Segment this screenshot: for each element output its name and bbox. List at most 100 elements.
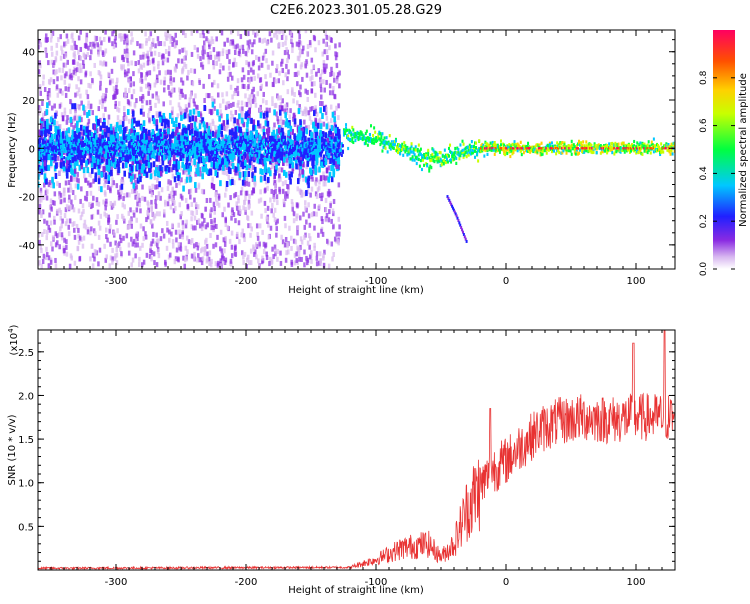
noise-speckle (214, 261, 218, 267)
trace-cell (145, 144, 148, 148)
noise-speckle (98, 99, 102, 105)
trace-cell (90, 148, 93, 152)
noise-speckle (141, 43, 144, 49)
noise-band-cell (299, 160, 302, 167)
noise-speckle (65, 204, 69, 210)
noise-band-cell (82, 156, 86, 163)
noise-band-cell (86, 130, 89, 137)
noise-speckle (75, 223, 79, 229)
noise-band-cell (44, 156, 48, 163)
noise-speckle (283, 191, 287, 197)
noise-speckle (321, 101, 324, 107)
noise-speckle (288, 225, 291, 231)
noise-speckle (64, 207, 68, 213)
trace-cell (45, 148, 48, 153)
noise-speckle (311, 75, 314, 81)
noise-speckle (97, 261, 100, 267)
noise-speckle (230, 30, 233, 34)
noise-speckle (304, 30, 308, 34)
noise-speckle (234, 44, 237, 50)
noise-speckle (52, 79, 56, 85)
noise-speckle (271, 60, 274, 66)
noise-speckle (307, 213, 311, 219)
noise-speckle (218, 69, 222, 75)
noise-band-cell (107, 158, 110, 165)
noise-band-cell (227, 166, 231, 173)
noise-band-cell (245, 156, 249, 163)
noise-band-cell (229, 179, 233, 186)
trace-cell (68, 153, 71, 158)
noise-band-cell (266, 133, 270, 140)
noise-speckle (249, 260, 253, 266)
noise-speckle (338, 224, 341, 230)
noise-speckle (104, 106, 107, 112)
noise-speckle (225, 101, 229, 107)
noise-band-cell (86, 158, 90, 165)
noise-speckle (273, 244, 277, 250)
noise-speckle (305, 72, 309, 78)
noise-speckle (127, 61, 130, 67)
noise-speckle (148, 99, 152, 105)
noise-speckle (253, 75, 256, 81)
noise-band-cell (201, 117, 204, 124)
trace-cell (112, 144, 115, 148)
trace-cell (241, 155, 244, 160)
noise-band-cell (177, 163, 181, 170)
noise-band-cell (298, 133, 302, 140)
noise-band-cell (194, 182, 197, 189)
trace-cell (119, 145, 122, 149)
trace-cell (108, 148, 111, 152)
trace-cell (49, 146, 52, 150)
noise-band-cell (260, 153, 263, 160)
noise-speckle (78, 235, 82, 241)
noise-speckle (75, 115, 78, 121)
noise-speckle (124, 87, 127, 93)
noise-speckle (139, 223, 143, 229)
noise-speckle (194, 225, 197, 231)
trace-cell (214, 142, 216, 146)
noise-speckle (180, 177, 183, 183)
noise-band-cell (265, 111, 269, 118)
noise-band-cell (298, 126, 301, 133)
noise-speckle (101, 50, 105, 56)
noise-band-cell (104, 149, 107, 156)
noise-speckle (110, 166, 114, 172)
noise-speckle (324, 110, 328, 116)
noise-speckle (279, 250, 282, 256)
noise-speckle (319, 79, 322, 85)
trace-cell (115, 138, 118, 142)
noise-speckle (114, 42, 118, 48)
noise-speckle (245, 181, 248, 187)
noise-speckle (300, 62, 304, 68)
noise-band-cell (90, 136, 94, 143)
noise-speckle (92, 195, 95, 201)
noise-band-cell (280, 132, 283, 139)
trace-cell (223, 141, 226, 145)
noise-speckle (226, 53, 229, 59)
noise-speckle (266, 64, 270, 70)
noise-band-cell (80, 159, 83, 166)
noise-speckle (252, 246, 256, 252)
noise-speckle (99, 162, 102, 168)
noise-speckle (189, 157, 193, 163)
noise-speckle (278, 186, 281, 192)
noise-band-cell (280, 148, 284, 155)
noise-speckle (150, 199, 153, 205)
noise-speckle (315, 177, 318, 183)
noise-speckle (157, 98, 161, 104)
noise-speckle (296, 213, 299, 219)
noise-band-cell (233, 131, 236, 138)
noise-band-cell (128, 172, 131, 179)
noise-speckle (87, 45, 90, 51)
noise-band-cell (294, 159, 298, 166)
noise-speckle (166, 186, 170, 192)
noise-speckle (53, 191, 57, 197)
noise-speckle (159, 79, 163, 85)
noise-band-cell (301, 171, 305, 178)
noise-speckle (61, 67, 65, 73)
noise-band-cell (104, 173, 107, 180)
noise-speckle (166, 201, 170, 207)
noise-speckle (209, 262, 213, 268)
noise-speckle (181, 47, 184, 53)
trace-cell (97, 137, 100, 141)
